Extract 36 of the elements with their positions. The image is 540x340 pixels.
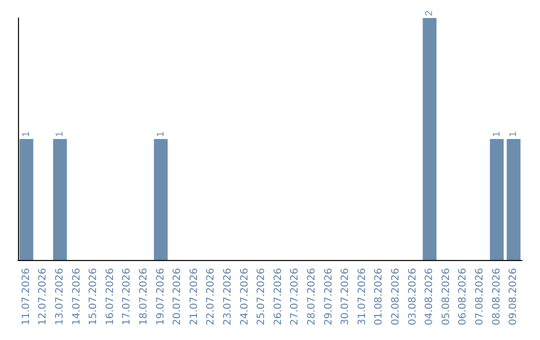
x-tick-label: 25.07.2026 — [256, 268, 268, 326]
x-tick-label: 20.07.2026 — [172, 268, 184, 326]
x-tick-label: 21.07.2026 — [188, 268, 200, 326]
x-tick-label: 29.07.2026 — [323, 268, 334, 326]
x-tick-label: 09.08.2026 — [508, 268, 520, 326]
x-tick-label: 24.07.2026 — [239, 268, 250, 326]
x-tick-label: 13.07.2026 — [54, 268, 66, 326]
x-tick-label: 17.07.2026 — [122, 268, 133, 326]
data-label: 1 — [54, 131, 66, 137]
x-tick-label: 11.07.2026 — [20, 268, 32, 326]
x-tick-label: 04.08.2026 — [424, 268, 436, 326]
x-tick-label: 16.07.2026 — [104, 268, 116, 326]
x-tick-label: 28.07.2026 — [306, 268, 318, 326]
x-tick-label: 30.07.2026 — [340, 268, 352, 326]
x-tick-label: 02.08.2026 — [390, 268, 402, 326]
x-tick-label: 05.08.2026 — [440, 268, 452, 326]
x-tick-label: 06.08.2026 — [458, 268, 469, 326]
x-tick-label: 26.07.2026 — [272, 268, 284, 326]
x-tick-label: 08.08.2026 — [491, 268, 502, 326]
x-tick-label: 22.07.2026 — [206, 268, 217, 326]
data-label: 1 — [491, 131, 502, 137]
x-tick-label: 12.07.2026 — [38, 268, 49, 326]
data-label: 1 — [508, 131, 520, 137]
x-tick-label: 23.07.2026 — [222, 268, 234, 326]
x-tick-label: 18.07.2026 — [138, 268, 150, 326]
data-label: 1 — [155, 131, 166, 137]
data-label: 2 — [424, 10, 436, 16]
x-tick-label: 15.07.2026 — [88, 268, 100, 326]
data-label: 1 — [20, 131, 32, 137]
x-tick-label: 31.07.2026 — [356, 268, 368, 326]
x-tick-label: 19.07.2026 — [155, 268, 166, 326]
x-tick-label: 01.08.2026 — [374, 268, 385, 326]
x-tick-label: 14.07.2026 — [71, 268, 82, 326]
x-tick-label: 03.08.2026 — [407, 268, 418, 326]
x-tick-label: 27.07.2026 — [290, 268, 301, 326]
x-tick-label: 07.08.2026 — [474, 268, 486, 326]
